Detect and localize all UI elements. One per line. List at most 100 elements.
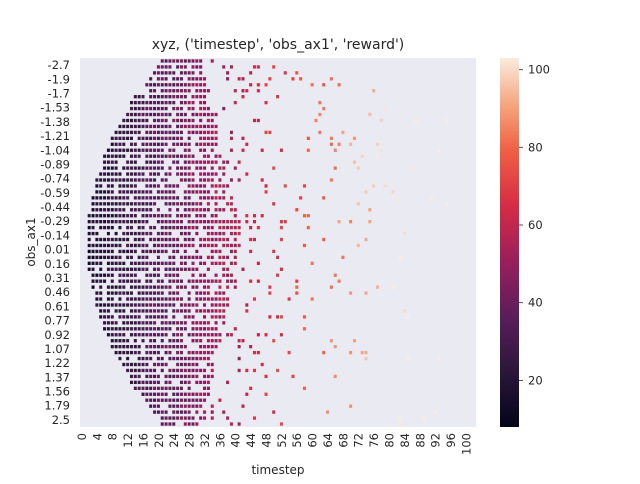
heatmap-cell bbox=[141, 190, 145, 194]
heatmap-cell bbox=[103, 225, 107, 230]
heatmap-cell bbox=[191, 339, 195, 343]
heatmap-cell bbox=[137, 106, 141, 111]
heatmap-cell bbox=[110, 333, 114, 337]
heatmap-cell bbox=[179, 297, 183, 301]
x-tick-label: 12 bbox=[121, 433, 135, 448]
heatmap-cell bbox=[264, 184, 268, 188]
heatmap-cell bbox=[118, 172, 122, 176]
heatmap-cell bbox=[133, 368, 137, 373]
heatmap-cell bbox=[210, 261, 214, 265]
heatmap-cell bbox=[141, 291, 145, 295]
heatmap-cell bbox=[149, 160, 153, 164]
heatmap-cell bbox=[183, 172, 187, 176]
heatmap-cell bbox=[214, 333, 218, 337]
heatmap-cell bbox=[149, 404, 153, 408]
heatmap-cell bbox=[160, 422, 164, 426]
heatmap-cell bbox=[241, 148, 245, 152]
heatmap-cell bbox=[233, 249, 237, 254]
heatmap-cell bbox=[199, 106, 203, 111]
heatmap-cell bbox=[164, 285, 168, 289]
heatmap-cell bbox=[176, 130, 180, 135]
heatmap-cell bbox=[199, 291, 203, 295]
heatmap-cell bbox=[206, 279, 210, 283]
heatmap-cell bbox=[206, 362, 210, 367]
heatmap-cell bbox=[141, 202, 145, 206]
heatmap-cell bbox=[206, 291, 210, 295]
heatmap-cell bbox=[352, 160, 356, 164]
heatmap-cell bbox=[233, 220, 237, 224]
heatmap-cell bbox=[160, 220, 164, 224]
heatmap-cell bbox=[429, 196, 433, 200]
heatmap-cell bbox=[133, 267, 137, 271]
heatmap-cell bbox=[203, 214, 207, 218]
heatmap-cell bbox=[164, 231, 168, 236]
heatmap-cell bbox=[87, 225, 91, 230]
heatmap-cell bbox=[156, 327, 160, 331]
heatmap-cell bbox=[214, 154, 218, 158]
heatmap-cell bbox=[99, 255, 103, 260]
heatmap-cell bbox=[226, 243, 230, 248]
heatmap-cell bbox=[195, 255, 199, 260]
heatmap-cell bbox=[191, 327, 195, 331]
heatmap-cell bbox=[283, 220, 287, 224]
heatmap-cell bbox=[133, 249, 137, 254]
heatmap-cell bbox=[179, 202, 183, 206]
heatmap-cell bbox=[122, 118, 126, 123]
heatmap-cell bbox=[191, 398, 195, 402]
heatmap-cell bbox=[214, 237, 218, 242]
heatmap-cell bbox=[368, 220, 372, 224]
heatmap-cell bbox=[203, 279, 207, 283]
heatmap-cell bbox=[122, 327, 126, 331]
heatmap-cell bbox=[122, 285, 126, 289]
heatmap-cell bbox=[156, 118, 160, 123]
heatmap-cell bbox=[214, 249, 218, 254]
heatmap-cell bbox=[206, 196, 210, 200]
heatmap-cell bbox=[160, 231, 164, 236]
heatmap-cell bbox=[114, 237, 118, 242]
heatmap-cell bbox=[164, 184, 168, 188]
heatmap-cell bbox=[191, 172, 195, 176]
heatmap-cell bbox=[145, 160, 149, 164]
heatmap-cell bbox=[203, 315, 207, 319]
heatmap-cell bbox=[103, 279, 107, 283]
heatmap-cell bbox=[191, 154, 195, 158]
heatmap-cell bbox=[149, 398, 153, 402]
heatmap-cell bbox=[126, 160, 130, 164]
heatmap-cell bbox=[133, 154, 137, 158]
heatmap-cell bbox=[222, 261, 226, 265]
heatmap-cell bbox=[164, 112, 168, 117]
heatmap-cell bbox=[118, 148, 122, 152]
heatmap-cell bbox=[187, 130, 191, 135]
heatmap-cell bbox=[126, 172, 130, 176]
heatmap-cell bbox=[114, 261, 118, 265]
heatmap-cell bbox=[183, 154, 187, 158]
heatmap-cell bbox=[164, 374, 168, 379]
heatmap-cell bbox=[218, 285, 222, 289]
heatmap-cell bbox=[318, 112, 322, 117]
heatmap-cell bbox=[153, 106, 157, 111]
heatmap-cell bbox=[137, 362, 141, 367]
heatmap-cell bbox=[176, 237, 180, 242]
heatmap-cell bbox=[114, 214, 118, 218]
heatmap-cell bbox=[187, 118, 191, 123]
heatmap-cell bbox=[229, 261, 233, 265]
heatmap-cell bbox=[183, 267, 187, 271]
heatmap-cell bbox=[179, 59, 183, 63]
heatmap-cell bbox=[106, 184, 110, 188]
heatmap-cell bbox=[199, 196, 203, 200]
heatmap-cell bbox=[364, 291, 368, 295]
heatmap-cell bbox=[95, 190, 99, 194]
heatmap-cell bbox=[164, 380, 168, 385]
heatmap-cell bbox=[179, 368, 183, 373]
heatmap-cell bbox=[129, 279, 133, 283]
heatmap-cell bbox=[118, 339, 122, 343]
heatmap-cell bbox=[391, 190, 395, 194]
heatmap-cell bbox=[214, 142, 218, 146]
heatmap-cell bbox=[195, 190, 199, 194]
heatmap-cell bbox=[206, 237, 210, 242]
heatmap-cell bbox=[249, 249, 253, 254]
heatmap-cell bbox=[126, 279, 130, 283]
heatmap-cell bbox=[222, 231, 226, 236]
x-tick-label: 4 bbox=[90, 433, 104, 440]
heatmap-cell bbox=[183, 231, 187, 236]
